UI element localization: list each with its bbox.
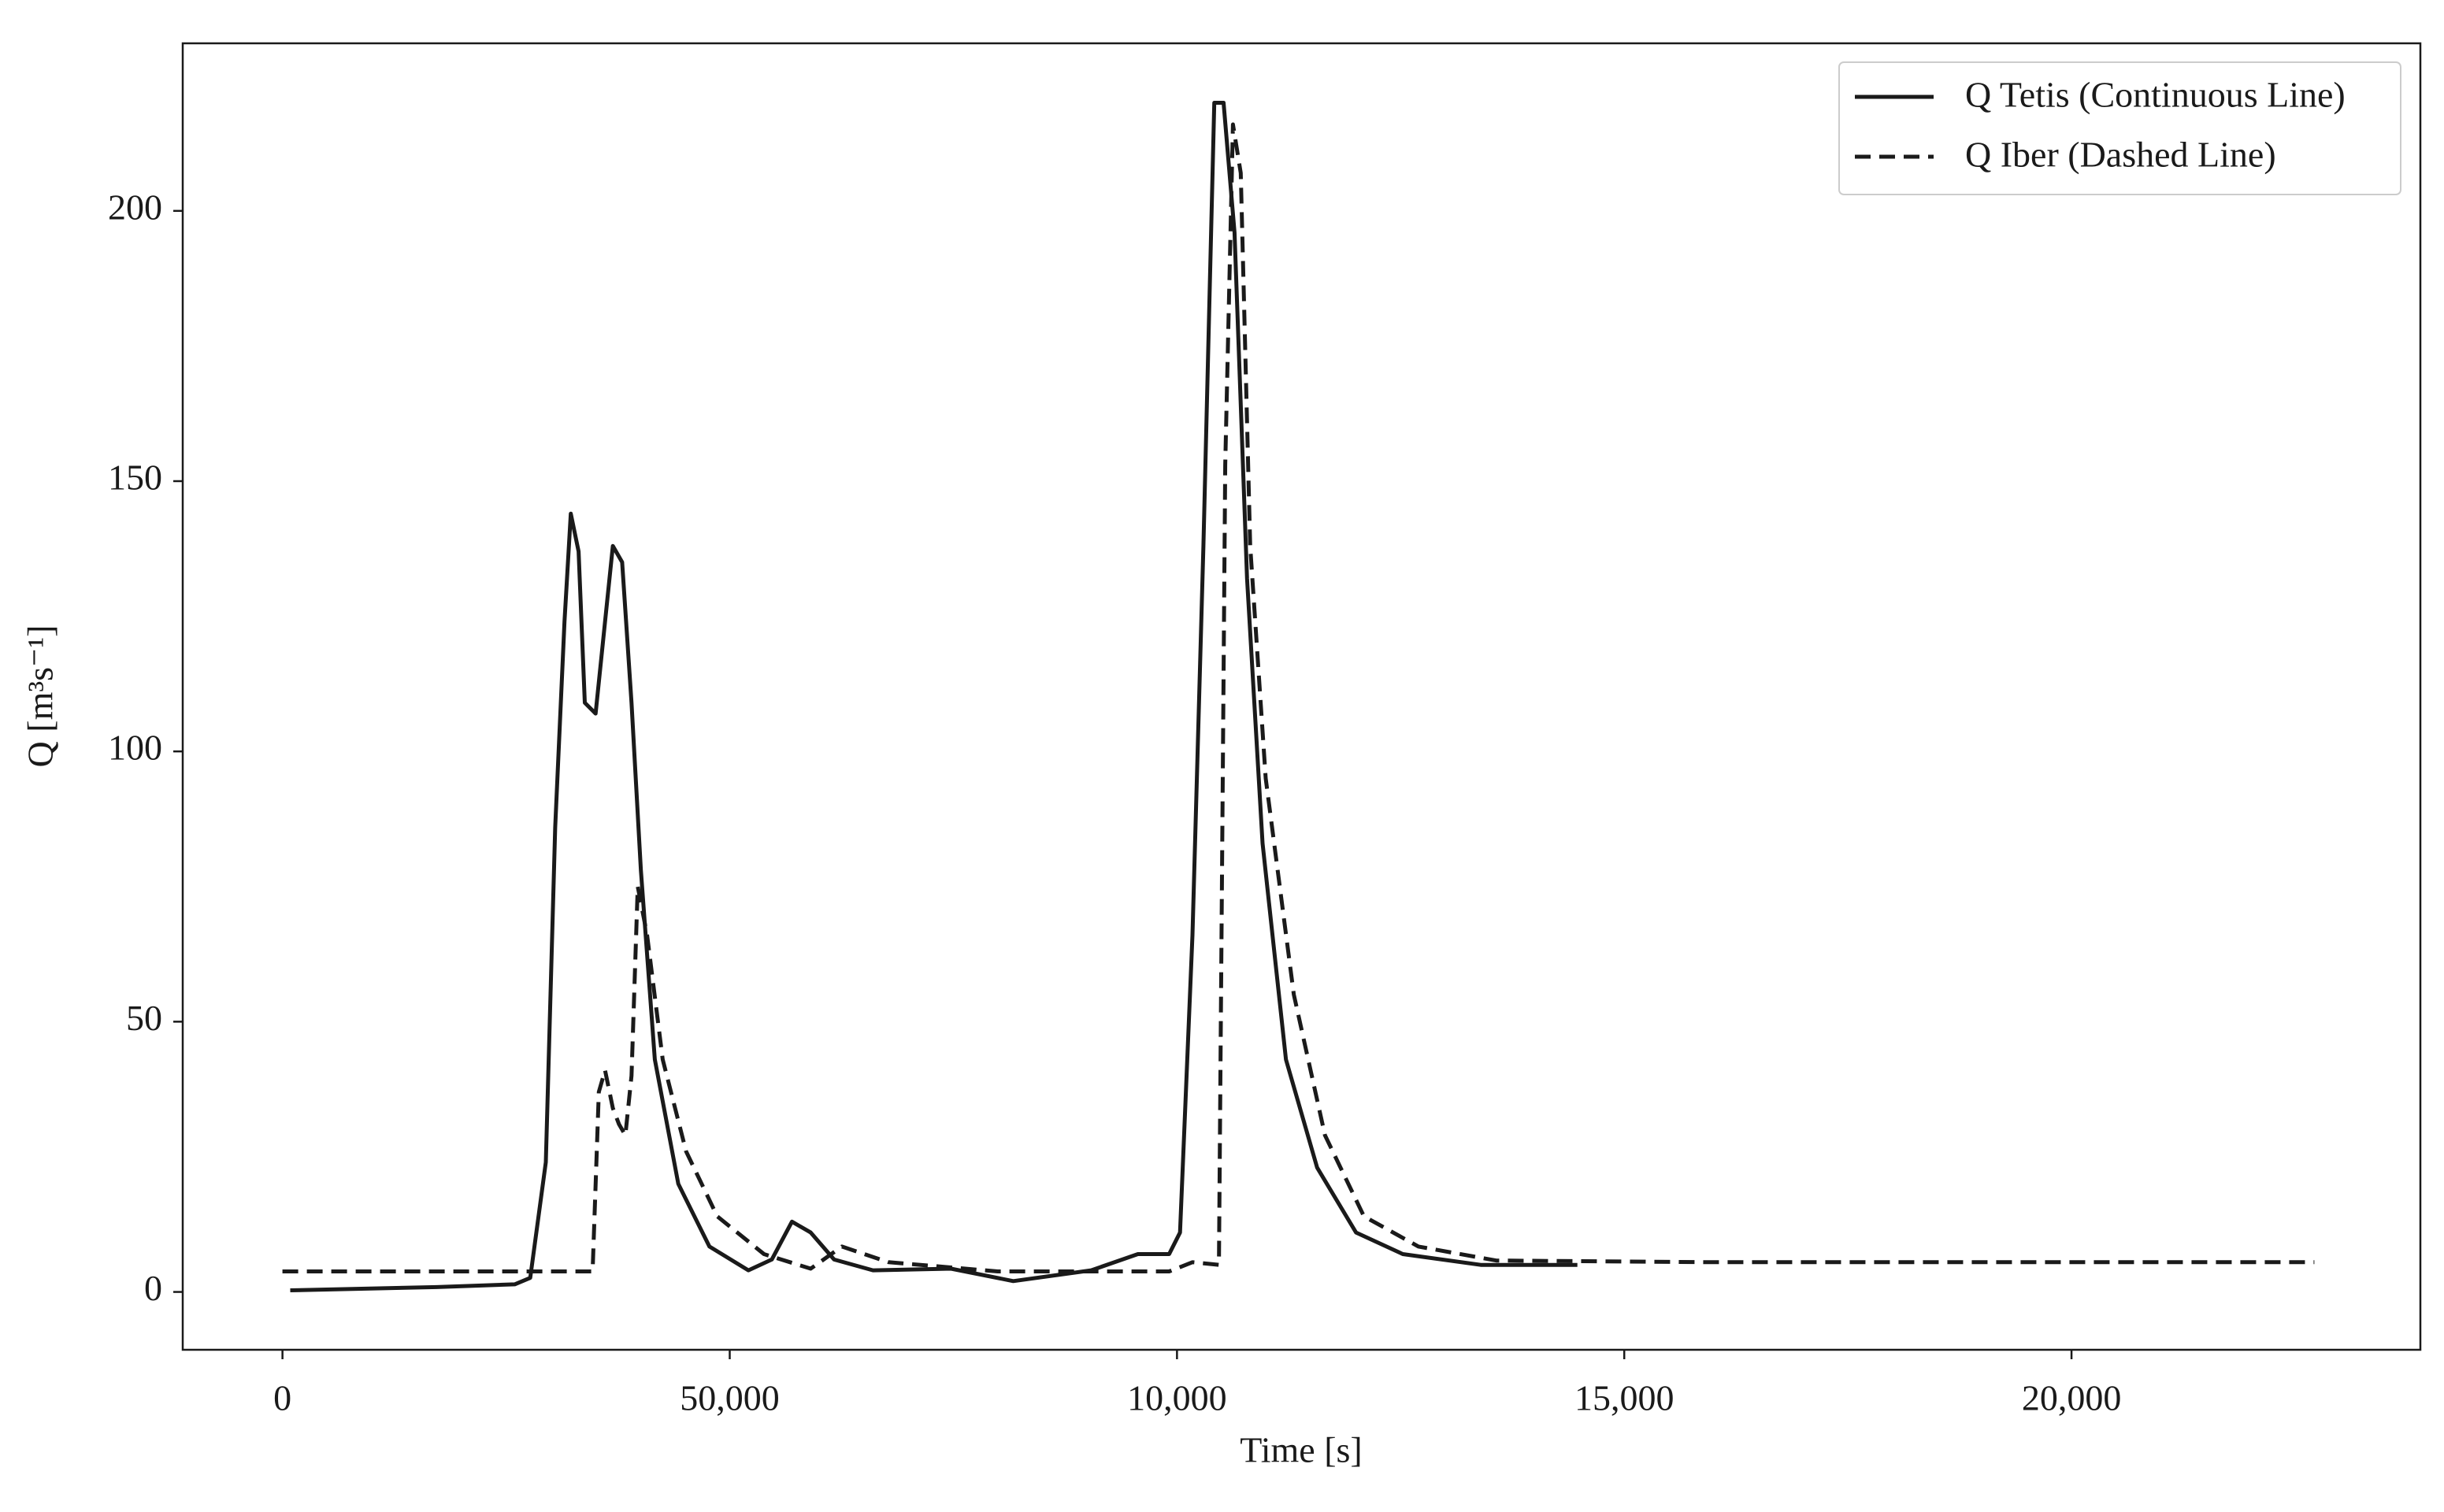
x-tick-label: 15,000 (1574, 1378, 1674, 1418)
y-tick-label: 150 (108, 458, 162, 498)
x-tick-label: 10,000 (1127, 1378, 1227, 1418)
plot-frame (181, 42, 2422, 1351)
y-tick-label: 0 (144, 1268, 162, 1308)
y-tick-label: 200 (108, 187, 162, 227)
y-axis-label: Q [m³s⁻¹] (20, 625, 61, 768)
legend-label: Q Iber (Dashed Line) (1965, 135, 2276, 175)
x-axis-label: Time [s] (1240, 1430, 1363, 1470)
x-tick-label: 50,000 (680, 1378, 780, 1418)
series-line (282, 122, 2315, 1273)
legend-label: Q Tetis (Continuous Line) (1965, 75, 2346, 115)
x-tick-label: 20,000 (2022, 1378, 2122, 1418)
y-tick-label: 100 (108, 728, 162, 768)
x-tick-label: 0 (273, 1378, 291, 1418)
legend-box (1838, 61, 2401, 195)
y-tick-label: 50 (126, 998, 162, 1038)
series-line (290, 101, 1578, 1292)
